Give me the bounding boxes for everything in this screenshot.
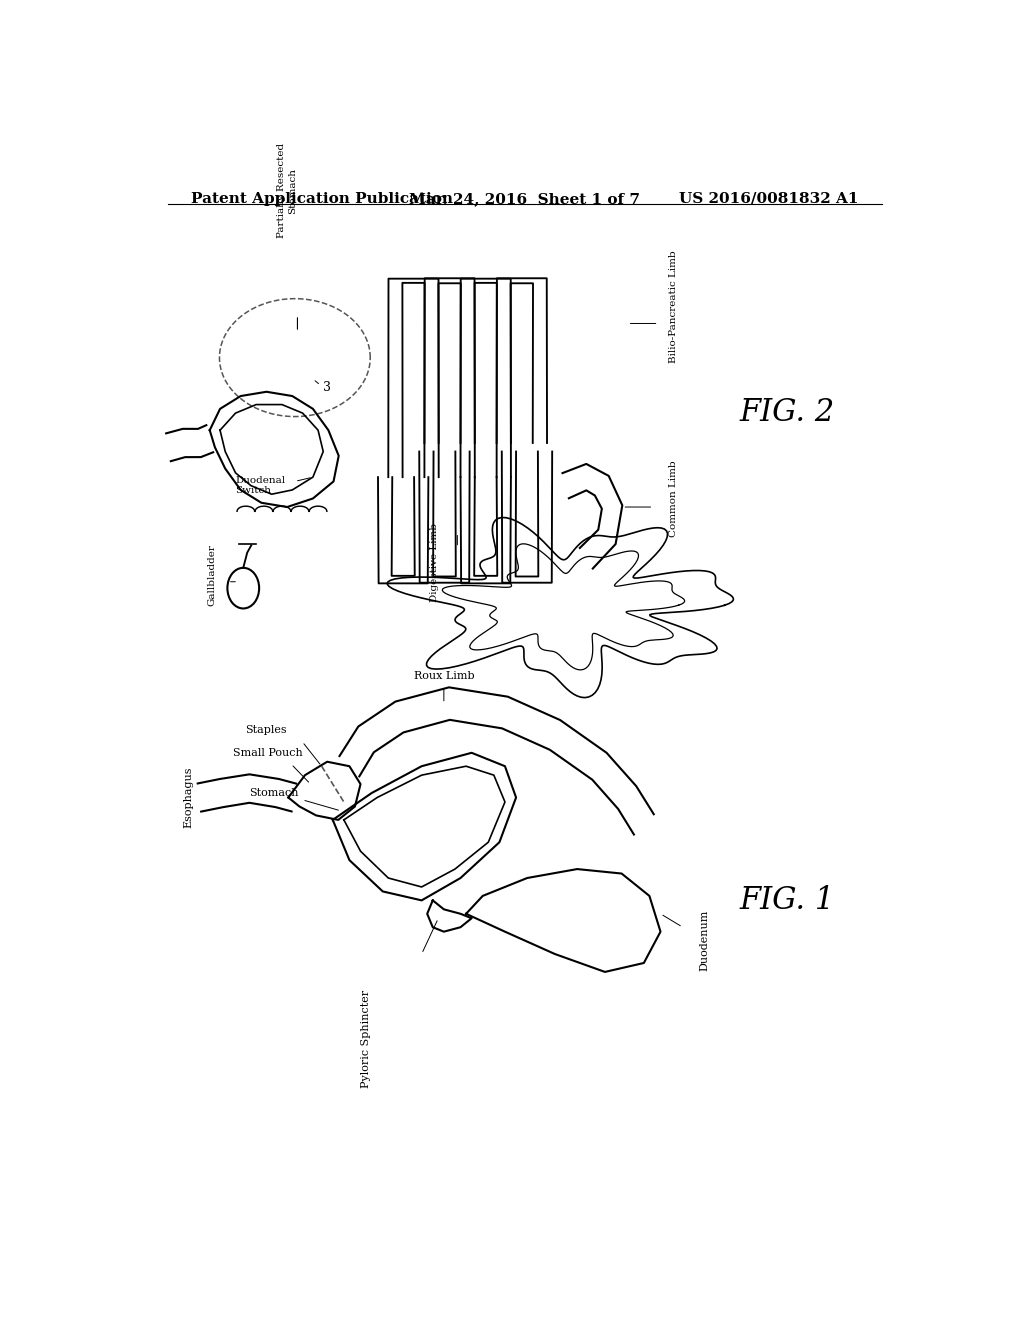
- Text: Roux Limb: Roux Limb: [414, 672, 474, 681]
- Text: Gallbladder: Gallbladder: [208, 544, 217, 606]
- Text: Common Limb: Common Limb: [670, 461, 679, 537]
- Text: Partially Resected
Stomach: Partially Resected Stomach: [278, 143, 297, 238]
- Text: Stomach: Stomach: [250, 788, 299, 799]
- Text: Pyloric Sphincter: Pyloric Sphincter: [361, 990, 371, 1088]
- Text: US 2016/0081832 A1: US 2016/0081832 A1: [679, 191, 858, 206]
- Text: Mar. 24, 2016  Sheet 1 of 7: Mar. 24, 2016 Sheet 1 of 7: [410, 191, 640, 206]
- Text: 3: 3: [324, 381, 331, 393]
- Text: Duodenal
Switch: Duodenal Switch: [236, 477, 286, 495]
- Text: Staples: Staples: [246, 726, 287, 735]
- Text: Esophagus: Esophagus: [184, 767, 194, 828]
- Text: FIG. 1: FIG. 1: [739, 884, 835, 916]
- Text: Bilio-Pancreatic Limb: Bilio-Pancreatic Limb: [670, 249, 679, 363]
- Text: FIG. 2: FIG. 2: [739, 397, 835, 428]
- Text: Patent Application Publication: Patent Application Publication: [191, 191, 454, 206]
- Text: Duodenum: Duodenum: [699, 909, 710, 972]
- Text: Digestive Limb: Digestive Limb: [430, 523, 438, 602]
- Text: Small Pouch: Small Pouch: [232, 748, 302, 758]
